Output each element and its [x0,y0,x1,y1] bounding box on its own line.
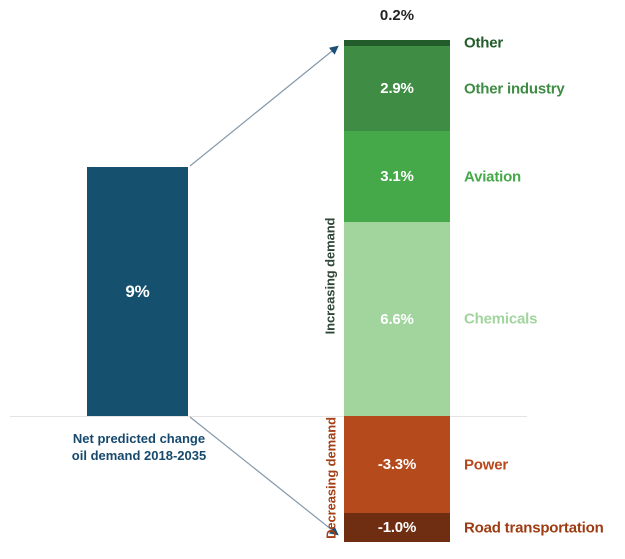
label-aviation: Aviation [464,168,522,185]
net-change-bar: 9% [87,167,188,416]
net-change-value: 9% [125,281,150,301]
segment-chemicals: 6.6% [344,222,450,416]
label-other: Other [464,34,504,52]
label-power: Power [464,456,509,473]
zero-axis-line [10,416,527,417]
net-change-caption-line2: oil demand 2018-2035 [71,448,207,464]
segment-other-industry: 2.9% [344,46,450,131]
outside-value-label: 0.2% [379,7,415,24]
label-chemicals: Chemicals [464,310,538,328]
segment-power: -3.3% [344,416,450,513]
net-change-caption: Net predicted change oil demand 2018-203… [72,430,206,464]
decreasing-demand-label: Decreasing demand [323,417,339,539]
segment-chemicals-value: 6.6% [380,310,414,328]
increasing-demand-label: Increasing demand [322,217,338,335]
segment-other [344,40,450,46]
segment-other-industry-value: 2.9% [380,80,414,97]
segment-road-transportation: -1.0% [344,513,450,542]
increasing-arrow [189,45,339,167]
label-other-industry: Other industry [464,80,565,97]
segment-road-transportation-value: -1.0% [377,519,417,536]
segment-aviation-value: 3.1% [380,168,414,185]
net-change-caption-line1: Net predicted change [72,431,206,446]
decreasing-arrow [189,416,339,536]
segment-aviation: 3.1% [344,131,450,222]
segment-power-value: -3.3% [377,456,417,473]
label-road-transportation: Road transportation [464,519,604,536]
